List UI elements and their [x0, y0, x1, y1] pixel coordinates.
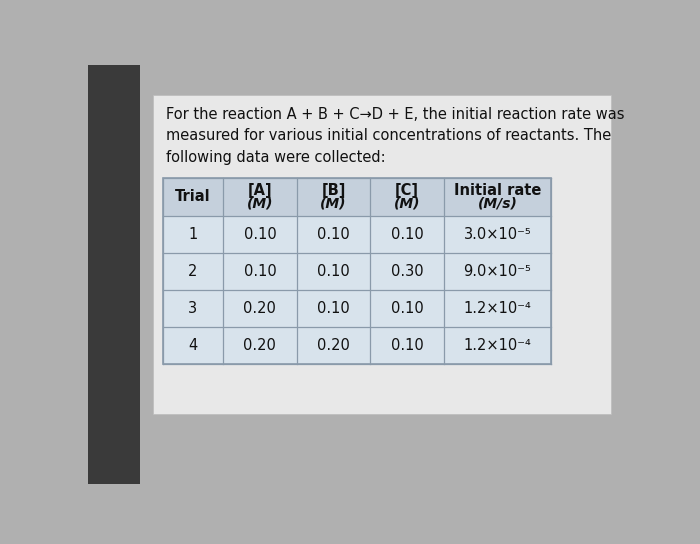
- Text: 0.20: 0.20: [317, 338, 350, 353]
- Text: 0.20: 0.20: [244, 338, 276, 353]
- Bar: [162, 178, 551, 364]
- Text: 1: 1: [188, 227, 197, 242]
- Text: 4: 4: [188, 338, 197, 353]
- Text: 9.0×10⁻⁵: 9.0×10⁻⁵: [463, 264, 531, 279]
- Text: 0.10: 0.10: [391, 227, 424, 242]
- Text: 0.20: 0.20: [244, 301, 276, 316]
- Bar: [153, 95, 610, 414]
- Text: (M): (M): [394, 197, 421, 211]
- Bar: [162, 253, 551, 290]
- Text: 0.10: 0.10: [317, 264, 350, 279]
- Text: [A]: [A]: [248, 183, 272, 199]
- Text: 0.10: 0.10: [244, 264, 276, 279]
- Text: (M): (M): [246, 197, 273, 211]
- Bar: [162, 216, 551, 253]
- Bar: [88, 65, 140, 484]
- Text: 3.0×10⁻⁵: 3.0×10⁻⁵: [463, 227, 531, 242]
- Text: 0.10: 0.10: [391, 338, 424, 353]
- Text: 0.10: 0.10: [317, 301, 350, 316]
- Text: 0.10: 0.10: [317, 227, 350, 242]
- Bar: [162, 290, 551, 327]
- Text: [C]: [C]: [395, 183, 419, 199]
- Text: 2: 2: [188, 264, 197, 279]
- Text: Trial: Trial: [175, 189, 211, 205]
- Bar: [162, 327, 551, 364]
- Text: Initial rate: Initial rate: [454, 183, 541, 199]
- Text: 3: 3: [188, 301, 197, 316]
- Text: 0.10: 0.10: [244, 227, 276, 242]
- Text: 0.10: 0.10: [391, 301, 424, 316]
- Text: (M): (M): [321, 197, 346, 211]
- Text: 1.2×10⁻⁴: 1.2×10⁻⁴: [463, 338, 531, 353]
- Text: (M/s): (M/s): [477, 197, 517, 211]
- Bar: [162, 178, 551, 216]
- Text: 0.30: 0.30: [391, 264, 424, 279]
- Text: [B]: [B]: [321, 183, 346, 199]
- Text: 1.2×10⁻⁴: 1.2×10⁻⁴: [463, 301, 531, 316]
- Text: For the reaction A + B + C→D + E, the initial reaction rate was
measured for var: For the reaction A + B + C→D + E, the in…: [166, 107, 624, 165]
